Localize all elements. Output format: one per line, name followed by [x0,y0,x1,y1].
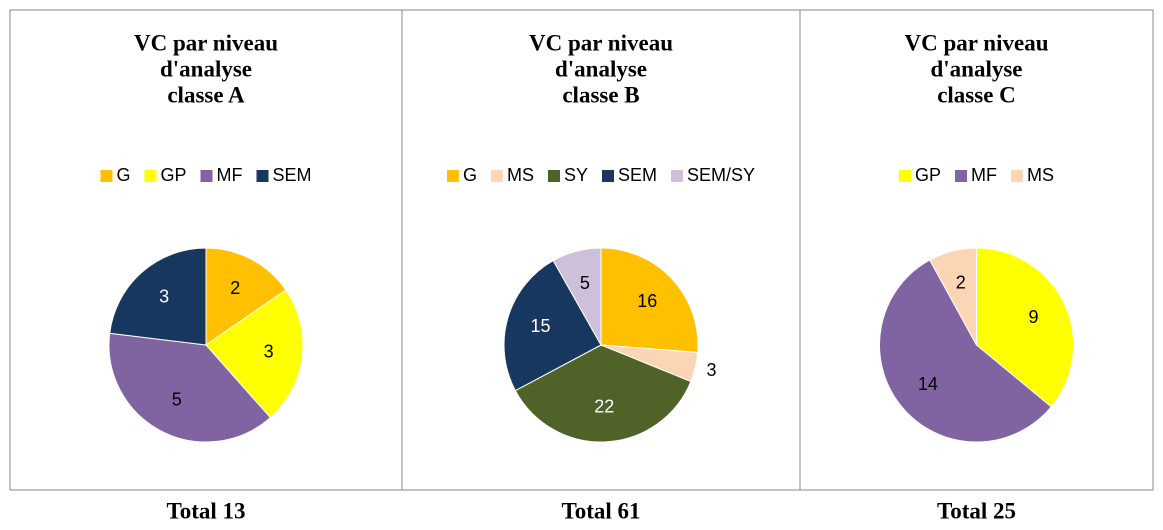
data-label: 2 [230,278,240,298]
legend-label: SY [564,165,588,185]
data-label: 22 [594,397,614,417]
pie-slice [879,259,1052,443]
legend-item: G [446,165,477,185]
legend-swatch [898,170,911,182]
legend-label: MS [1027,165,1054,185]
legend-label: SEM [618,165,657,185]
chart-title: d'analyse [555,56,647,81]
legend-swatch [1011,170,1024,182]
data-label: 15 [530,316,550,336]
legend-label: SEM/SY [687,165,755,185]
data-label: 3 [159,287,169,307]
legend-label: SEM [273,165,312,185]
data-label: 14 [918,374,938,394]
legend-swatch [100,170,113,182]
data-label: 5 [172,390,182,410]
chart-title: classe C [937,82,1016,107]
chart-title: d'analyse [930,56,1022,81]
chart-title: VC par niveau [134,30,278,55]
pie-slice [600,247,699,354]
legend-item: SEM [256,165,312,185]
legend-label: G [116,165,130,185]
legend-swatch [490,170,503,182]
legend-swatch [671,170,684,182]
legend-swatch [446,170,459,182]
legend-item: GP [144,165,187,185]
pie-slice [108,332,272,443]
total-label: Total 13 [166,498,245,523]
total-label: Total 61 [561,498,640,523]
data-label: 3 [264,341,274,361]
legend-swatch [955,170,968,182]
chart-title: VC par niveau [529,30,673,55]
legend-swatch [601,170,614,182]
legend-label: GP [915,165,941,185]
legend-label: GP [160,165,186,185]
legend-item: GP [898,165,941,185]
chart-title: classe B [562,82,639,107]
legend-label: G [463,165,477,185]
pie-slice [929,247,977,346]
legend-item: MS [490,165,534,185]
total-label: Total 25 [937,498,1016,523]
pie-slice [976,247,1074,408]
legend-swatch [547,170,560,182]
legend-swatch [256,170,269,182]
pie-slice [205,289,304,419]
data-label: 5 [580,273,590,293]
legend-item: SEM [601,165,657,185]
legend-item: SEM/SY [671,165,755,185]
legend-swatch [200,170,213,182]
legend-swatch [144,170,157,182]
pie-slice [109,247,207,346]
data-label: 16 [637,291,657,311]
legend-label: MF [217,165,243,185]
chart-title: classe A [167,82,245,107]
legend-item: MF [200,165,243,185]
pie-slice [503,259,602,392]
pie-slice [514,344,692,443]
chart-title: d'analyse [160,56,252,81]
legend-item: G [100,165,130,185]
data-label: 3 [706,360,716,380]
pie-slice [552,247,602,347]
frame [9,9,1154,491]
legend-label: MS [507,165,534,185]
legend-item: MF [955,165,997,185]
data-label: 2 [956,273,966,293]
data-label: 9 [1029,307,1039,327]
legend-item: MS [1011,165,1054,185]
legend-item: SY [547,165,588,185]
legend-label: MF [971,165,997,185]
chart-title: VC par niveau [905,30,1049,55]
pie-slice [205,247,287,346]
